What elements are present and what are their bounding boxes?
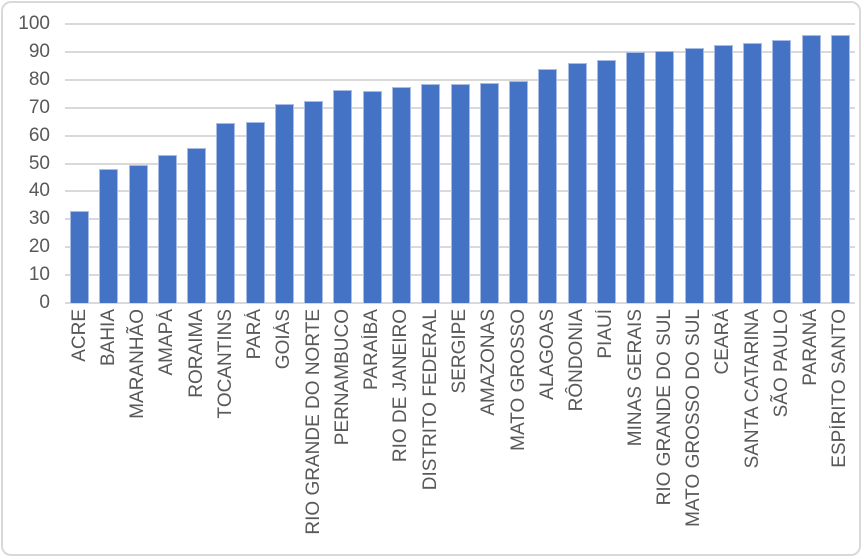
bar-roraima — [187, 148, 207, 303]
x-axis-category-label: PARANÁ — [800, 309, 822, 386]
bar-distrito-federal — [421, 84, 441, 303]
x-axis-category-label: ACRE — [68, 309, 90, 362]
bar-maranhão — [128, 164, 148, 303]
bar-acre — [70, 210, 90, 303]
x-axis-category-label: RIO GRANDE DO NORTE — [302, 309, 324, 535]
y-axis-tick-label: 20 — [28, 236, 50, 258]
x-axis-category-label: MARANHÃO — [127, 309, 149, 419]
bar-paraná — [801, 35, 821, 303]
x-axis-category-cell: PIAUÍ — [592, 309, 621, 551]
y-axis-tick-label: 60 — [28, 124, 50, 146]
bar-santa-catarina — [743, 42, 763, 303]
bar-rio-grande-do-sul — [655, 50, 675, 303]
bar-tocantins — [216, 123, 236, 303]
x-axis-category-label: MATO GROSSO DO SUL — [683, 309, 705, 527]
gridline — [65, 23, 855, 25]
bar-piauí — [596, 60, 616, 303]
bar-mato-grosso — [509, 81, 529, 303]
y-axis-tick-label: 50 — [28, 152, 50, 174]
bar-rio-de-janeiro — [391, 86, 411, 303]
x-axis-category-cell: DISTRITO FEDERAL — [416, 309, 445, 551]
bar-pará — [245, 121, 265, 303]
x-axis-category-cell: AMAPÁ — [153, 309, 182, 551]
x-axis-category-cell: CEARÁ — [709, 309, 738, 551]
y-axis-tick-label: 90 — [28, 40, 50, 62]
x-axis-category-cell: RIO GRANDE DO NORTE — [299, 309, 328, 551]
x-axis-category-label: SERGIPE — [448, 309, 470, 394]
bar-amapá — [157, 155, 177, 303]
x-axis-category-cell: RORAIMA — [182, 309, 211, 551]
x-axis-category-label: PERNAMBUCO — [331, 309, 353, 446]
x-axis-category-cell: MARANHÃO — [124, 309, 153, 551]
x-axis-category-label: GOIÁS — [273, 309, 295, 370]
x-axis-category-label: RÔNDONIA — [566, 309, 588, 412]
x-axis-category-cell: ACRE — [65, 309, 94, 551]
x-axis-category-cell: AMAZONAS — [475, 309, 504, 551]
bar-alagoas — [538, 68, 558, 303]
y-axis-tick-label: 40 — [28, 180, 50, 202]
x-axis-category-cell: PARAÍBA — [358, 309, 387, 551]
x-axis-category-label: MATO GROSSO — [507, 309, 529, 451]
y-axis-tick-label: 70 — [28, 96, 50, 118]
x-axis-category-cell: GOIÁS — [270, 309, 299, 551]
x-axis-category-cell: RIO GRANDE DO SUL — [650, 309, 679, 551]
x-axis-category-label: SANTA CATARINA — [741, 309, 763, 469]
bar-rôndonia — [567, 63, 587, 303]
x-axis-category-label: BAHIA — [97, 309, 119, 367]
x-axis-category-cell: SANTA CATARINA — [738, 309, 767, 551]
y-axis-tick-label: 80 — [28, 68, 50, 90]
bar-mato-grosso-do-sul — [684, 47, 704, 303]
y-axis-tick-label: 100 — [18, 13, 50, 34]
bar-são-paulo — [772, 40, 792, 303]
x-axis-category-label: CEARÁ — [712, 309, 734, 375]
y-axis-tick-label: 0 — [39, 292, 50, 313]
bar-pernambuco — [333, 90, 353, 303]
x-axis-category-label: DISTRITO FEDERAL — [419, 309, 441, 491]
x-axis-category-cell: TOCANTINS — [211, 309, 240, 551]
bar-ceará — [713, 45, 733, 303]
bar-rio-grande-do-norte — [304, 100, 324, 303]
x-axis-category-label: PARAÍBA — [361, 309, 383, 390]
x-axis-category-cell: RÔNDONIA — [562, 309, 591, 551]
x-axis-category-label: PIAUÍ — [595, 309, 617, 359]
x-axis-category-cell: SÃO PAULO — [767, 309, 796, 551]
bar-bahia — [99, 169, 119, 303]
bar-goiás — [274, 103, 294, 303]
x-axis-category-label: SÃO PAULO — [770, 309, 792, 418]
x-axis-category-label: ESPÍRITO SANTO — [829, 309, 851, 468]
x-axis-category-label: PARÁ — [244, 309, 266, 360]
bar-amazonas — [479, 82, 499, 303]
x-axis-category-cell: PARÁ — [241, 309, 270, 551]
bar-sergipe — [450, 83, 470, 303]
x-axis-category-cell: MATO GROSSO DO SUL — [679, 309, 708, 551]
x-axis-category-cell: BAHIA — [94, 309, 123, 551]
x-axis-category-cell: MATO GROSSO — [504, 309, 533, 551]
x-axis-category-label: RORAIMA — [185, 309, 207, 398]
x-axis-category-cell: RIO DE JANEIRO — [387, 309, 416, 551]
x-axis-category-label: RIO GRANDE DO SUL — [653, 309, 675, 506]
bar-espírito-santo — [830, 35, 850, 303]
y-axis-tick-label: 30 — [28, 208, 50, 230]
bar-minas-gerais — [626, 52, 646, 303]
x-axis-category-cell: ESPÍRITO SANTO — [826, 309, 855, 551]
x-axis-category-cell: PERNAMBUCO — [328, 309, 357, 551]
x-axis-category-label: RIO DE JANEIRO — [390, 309, 412, 463]
x-axis-category-cell: ALAGOAS — [533, 309, 562, 551]
x-axis-category-cell: SERGIPE — [445, 309, 474, 551]
y-axis-tick-label: 10 — [28, 264, 50, 286]
x-axis-category-label: ALAGOAS — [536, 309, 558, 400]
bar-paraíba — [362, 90, 382, 303]
x-axis-category-label: MINAS GERAIS — [624, 309, 646, 447]
x-axis-category-cell: MINAS GERAIS — [621, 309, 650, 551]
gridline — [65, 78, 855, 81]
x-axis-category-label: AMAPÁ — [156, 309, 178, 376]
x-axis-category-label: TOCANTINS — [214, 309, 236, 419]
gridline — [65, 50, 855, 53]
gridline — [65, 302, 855, 304]
x-axis-category-cell: PARANÁ — [796, 309, 825, 551]
x-axis-category-label: AMAZONAS — [478, 309, 500, 416]
